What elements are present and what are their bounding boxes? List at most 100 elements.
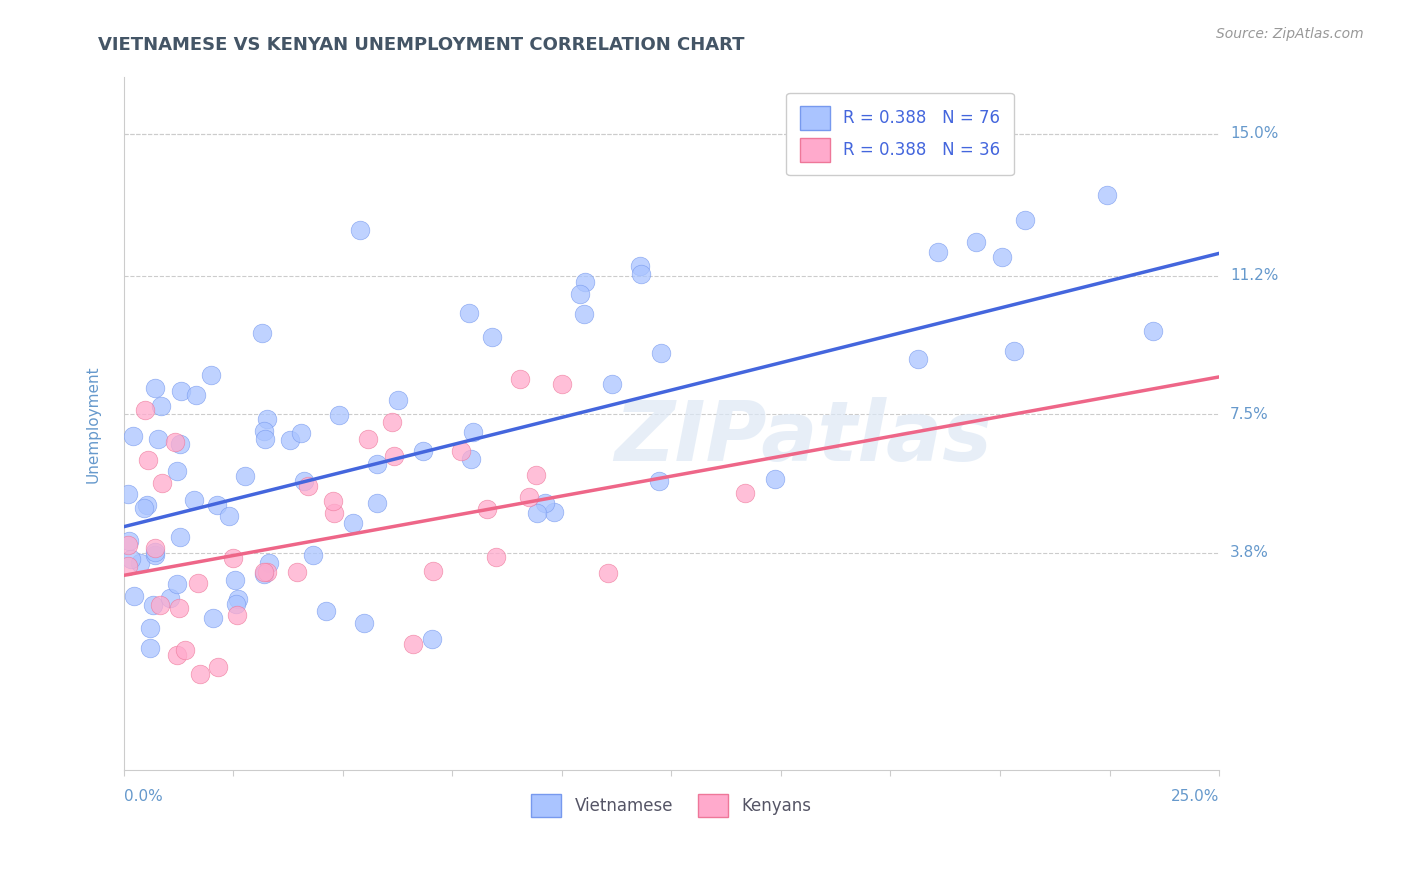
Point <box>349 223 371 237</box>
Point <box>163 434 186 449</box>
Point <box>150 476 173 491</box>
Point <box>256 565 278 579</box>
Legend: Vietnamese, Kenyans: Vietnamese, Kenyans <box>524 787 818 824</box>
Point <box>134 403 156 417</box>
Point <box>122 429 145 443</box>
Point <box>256 411 278 425</box>
Point <box>233 469 256 483</box>
Point <box>342 516 364 531</box>
Point <box>290 426 312 441</box>
Point <box>600 376 623 391</box>
Point <box>253 566 276 580</box>
Point <box>174 643 197 657</box>
Point <box>475 501 498 516</box>
Point <box>183 492 205 507</box>
Point <box>328 409 350 423</box>
Point <box>143 545 166 559</box>
Point <box>965 235 987 250</box>
Point <box>257 556 280 570</box>
Text: 3.8%: 3.8% <box>1230 545 1270 560</box>
Point <box>200 368 222 382</box>
Point <box>1002 343 1025 358</box>
Point <box>117 487 139 501</box>
Point <box>526 506 548 520</box>
Point <box>190 667 212 681</box>
Point <box>387 393 409 408</box>
Point <box>149 598 172 612</box>
Point <box>250 326 273 340</box>
Text: 0.0%: 0.0% <box>124 789 163 805</box>
Point <box>292 475 315 489</box>
Point <box>508 372 530 386</box>
Point <box>366 458 388 472</box>
Point <box>149 399 172 413</box>
Point <box>353 616 375 631</box>
Point <box>315 604 337 618</box>
Point <box>907 351 929 366</box>
Point <box>139 621 162 635</box>
Point <box>596 566 619 581</box>
Point <box>169 530 191 544</box>
Point <box>226 591 249 606</box>
Text: 7.5%: 7.5% <box>1230 407 1268 422</box>
Text: Source: ZipAtlas.com: Source: ZipAtlas.com <box>1216 27 1364 41</box>
Point <box>132 501 155 516</box>
Point <box>630 267 652 281</box>
Point <box>1014 213 1036 227</box>
Point <box>142 598 165 612</box>
Point <box>321 493 343 508</box>
Point <box>207 498 229 512</box>
Point <box>201 611 224 625</box>
Point <box>628 260 651 274</box>
Point <box>1095 188 1118 202</box>
Point <box>222 551 245 566</box>
Text: VIETNAMESE VS KENYAN UNEMPLOYMENT CORRELATION CHART: VIETNAMESE VS KENYAN UNEMPLOYMENT CORREL… <box>98 36 745 54</box>
Point <box>170 384 193 398</box>
Point <box>574 275 596 289</box>
Point <box>366 496 388 510</box>
Point <box>117 538 139 552</box>
Point <box>143 548 166 562</box>
Point <box>225 598 247 612</box>
Point <box>252 567 274 582</box>
Point <box>450 443 472 458</box>
Point <box>166 648 188 662</box>
Point <box>763 472 786 486</box>
Text: 11.2%: 11.2% <box>1230 268 1278 284</box>
Point <box>648 475 671 489</box>
Point <box>122 590 145 604</box>
Point <box>734 485 756 500</box>
Point <box>169 437 191 451</box>
Point <box>1142 325 1164 339</box>
Point <box>481 329 503 343</box>
Point <box>167 600 190 615</box>
Point <box>422 565 444 579</box>
Point <box>280 434 302 448</box>
Point <box>159 591 181 605</box>
Point <box>143 380 166 394</box>
Point <box>166 576 188 591</box>
Point <box>412 444 434 458</box>
Point <box>543 505 565 519</box>
Point <box>224 573 246 587</box>
Point <box>485 550 508 565</box>
Point <box>517 490 540 504</box>
Point <box>463 425 485 440</box>
Text: 25.0%: 25.0% <box>1171 789 1219 805</box>
Point <box>146 432 169 446</box>
Point <box>458 306 481 320</box>
Point <box>117 558 139 573</box>
Point <box>120 552 142 566</box>
Point <box>460 452 482 467</box>
Point <box>136 498 159 512</box>
Y-axis label: Unemployment: Unemployment <box>86 365 100 483</box>
Point <box>357 432 380 446</box>
Text: 15.0%: 15.0% <box>1230 126 1278 141</box>
Point <box>297 479 319 493</box>
Point <box>401 636 423 650</box>
Point <box>534 496 557 510</box>
Point <box>253 433 276 447</box>
Point <box>207 660 229 674</box>
Point <box>568 287 591 301</box>
Point <box>118 533 141 548</box>
